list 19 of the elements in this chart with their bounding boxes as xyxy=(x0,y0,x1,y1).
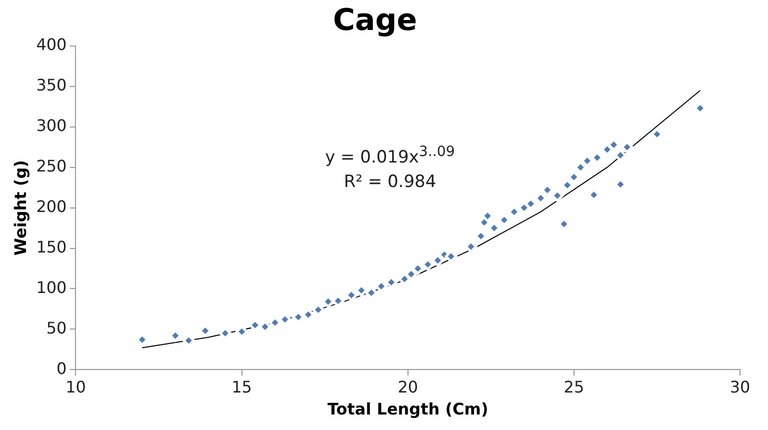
x-tick-label: 20 xyxy=(398,377,418,396)
y-tick-label: 400 xyxy=(36,35,67,54)
x-axis-title: Total Length (Cm) xyxy=(327,400,488,419)
y-axis-title: Weight (g) xyxy=(10,160,30,256)
chart-title: Cage xyxy=(332,2,418,38)
annotation: y = 0.019x$^{3..09}$ xyxy=(324,143,456,170)
annotation: R² = 0.984 xyxy=(342,170,438,194)
x-tick-label: 15 xyxy=(232,377,252,396)
x-tick-label: 25 xyxy=(564,377,584,396)
x-tick-label: 10 xyxy=(66,377,86,396)
y-tick-label: 150 xyxy=(36,237,67,256)
y-tick-label: 100 xyxy=(36,278,67,297)
y-tick-label: 250 xyxy=(36,156,67,176)
y-tick-label: 0 xyxy=(56,358,67,378)
y-tick-label: 300 xyxy=(36,116,67,136)
x-tick-label: 30 xyxy=(730,377,750,396)
y-tick-label: 350 xyxy=(36,76,67,95)
y-tick-label: 50 xyxy=(46,318,67,338)
y-tick-label: 200 xyxy=(36,196,67,216)
